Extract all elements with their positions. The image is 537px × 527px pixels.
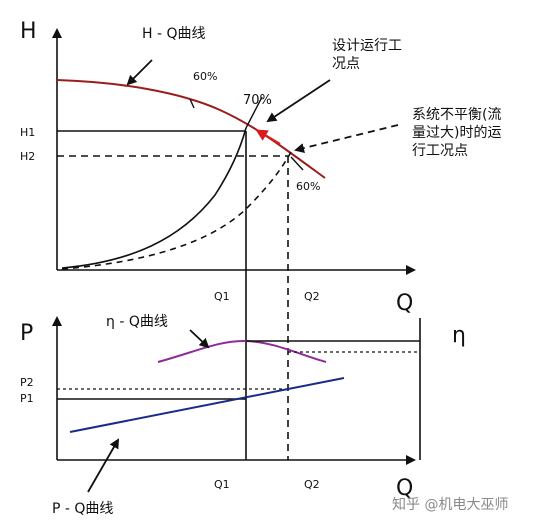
bottom-chart: P Q η P2 P1 Q1 Q2 η - Q曲线 P - Q曲线 <box>20 314 466 517</box>
hq-curve <box>56 79 326 179</box>
p2-label: P2 <box>20 376 34 389</box>
eff-60-pointer <box>290 156 304 171</box>
hq-curve-label: H - Q曲线 <box>142 26 206 42</box>
bottom-x-axis-label: Q <box>396 476 413 501</box>
bottom-q1-label: Q1 <box>214 478 230 491</box>
p1-label: P1 <box>20 392 34 405</box>
eff-60-right-label: 60% <box>296 180 320 193</box>
eff-tick <box>189 98 195 109</box>
h2-label: H2 <box>20 150 35 163</box>
imbalance-point-label-line2: 量过大)时的运 <box>412 125 501 141</box>
design-point-label: 设计运行工 况点 <box>332 38 406 72</box>
eta-curve-label: η - Q曲线 <box>106 314 168 330</box>
pq-curve <box>69 377 345 433</box>
top-q2-label: Q2 <box>304 290 320 303</box>
pq-curve-arrow <box>87 438 119 493</box>
shift-arrow <box>255 129 281 145</box>
top-q1-label: Q1 <box>214 290 230 303</box>
eff-60-left-label: 60% <box>193 70 217 83</box>
eff-70-label: 70% <box>243 93 272 108</box>
top-y-axis-label: H <box>20 19 37 44</box>
top-chart: H Q H1 H2 Q1 Q2 60% 70% 60% H - Q曲线 <box>20 19 506 460</box>
watermark: 知乎 @机电大巫师 <box>392 496 508 513</box>
eta-curve-arrow <box>189 329 210 349</box>
eff-70-pointer <box>245 96 263 129</box>
imbalance-point-label-line1: 系统不平衡(流 <box>412 107 501 123</box>
bottom-q2-label: Q2 <box>304 478 320 491</box>
h1-label: H1 <box>20 126 35 139</box>
design-point-label-line2: 况点 <box>332 56 360 72</box>
imbalance-point-arrow <box>294 124 399 153</box>
top-x-axis-label: Q <box>396 291 413 316</box>
imbalance-point-label-line3: 行工况点 <box>412 143 468 159</box>
design-point-label-line1: 设计运行工 <box>332 38 402 54</box>
bottom-y-axis-label: P <box>20 321 33 346</box>
design-point-arrow <box>266 79 331 123</box>
system-curve-design <box>61 127 247 269</box>
system-curve-imbalance <box>61 151 292 270</box>
imbalance-point-label: 系统不平衡(流 量过大)时的运 行工况点 <box>412 107 506 159</box>
eta-axis-label: η <box>452 323 466 348</box>
hq-curve-arrow <box>126 59 153 86</box>
pq-curve-label: P - Q曲线 <box>52 501 113 517</box>
